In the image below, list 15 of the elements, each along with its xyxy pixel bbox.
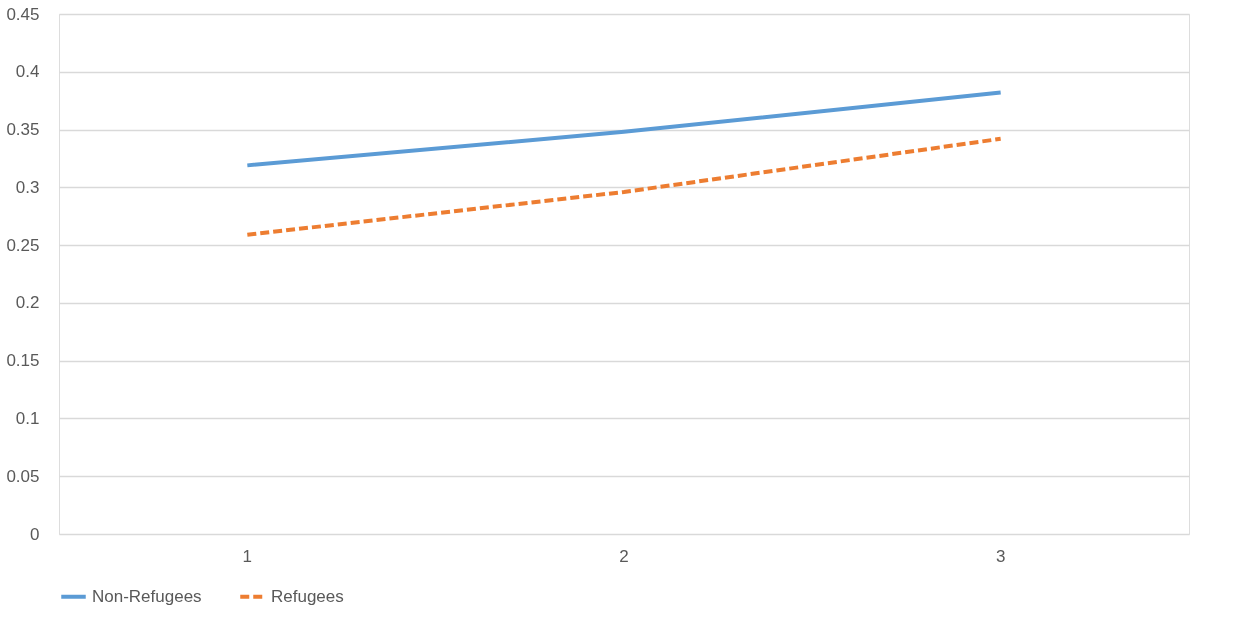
x-tick-label: 1 (242, 546, 253, 566)
y-tick-label: 0.35 (6, 120, 40, 140)
y-tick-label: 0.3 (15, 177, 40, 197)
y-tick-label: 0.45 (6, 4, 40, 24)
legend-label: Refugees (271, 586, 344, 606)
y-tick-label: 0.05 (6, 466, 40, 486)
y-tick-label: 0.25 (6, 235, 40, 255)
x-tick-label: 3 (995, 546, 1006, 566)
y-tick-label: 0.1 (15, 408, 40, 428)
y-tick-label: 0 (30, 524, 40, 544)
y-tick-label: 0.4 (15, 62, 40, 82)
y-tick-label: 0.15 (6, 351, 40, 371)
x-tick-label: 2 (619, 546, 629, 566)
y-tick-label: 0.2 (15, 293, 40, 313)
legend-label: Non-Refugees (92, 586, 202, 606)
